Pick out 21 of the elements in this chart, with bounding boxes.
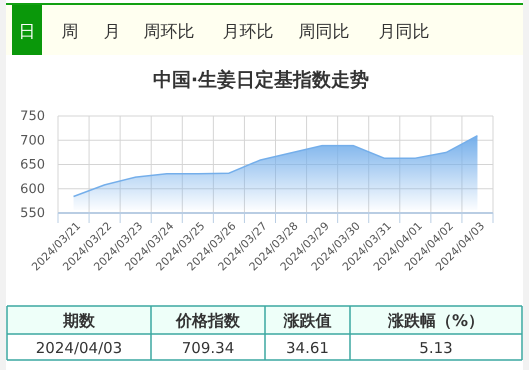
text: 2024/04/03 — [36, 339, 122, 357]
text: 期数 — [62, 311, 96, 330]
text: 价格指数 — [175, 311, 241, 330]
text: 709.34 — [182, 339, 234, 357]
text: 周 — [62, 22, 78, 42]
text: 5.13 — [419, 339, 453, 357]
text: 周同比 — [298, 22, 350, 42]
text: 月同比 — [378, 22, 430, 42]
text: 月 — [104, 22, 120, 42]
chart-title: 中国·生姜日定基指数走势 — [152, 69, 370, 91]
text: 涨跌幅（%） — [386, 311, 484, 330]
text: 月环比 — [222, 22, 274, 42]
y-tick-label: 600 — [20, 182, 45, 197]
text: 日 — [18, 22, 36, 42]
text: 涨跌值 — [282, 311, 332, 330]
y-tick-label: 700 — [20, 133, 45, 148]
text: 周环比 — [144, 22, 194, 42]
y-tick-label: 550 — [20, 206, 45, 222]
text: 34.61 — [286, 339, 329, 357]
y-tick-label: 650 — [20, 158, 45, 173]
y-tick-label: 750 — [20, 109, 45, 124]
